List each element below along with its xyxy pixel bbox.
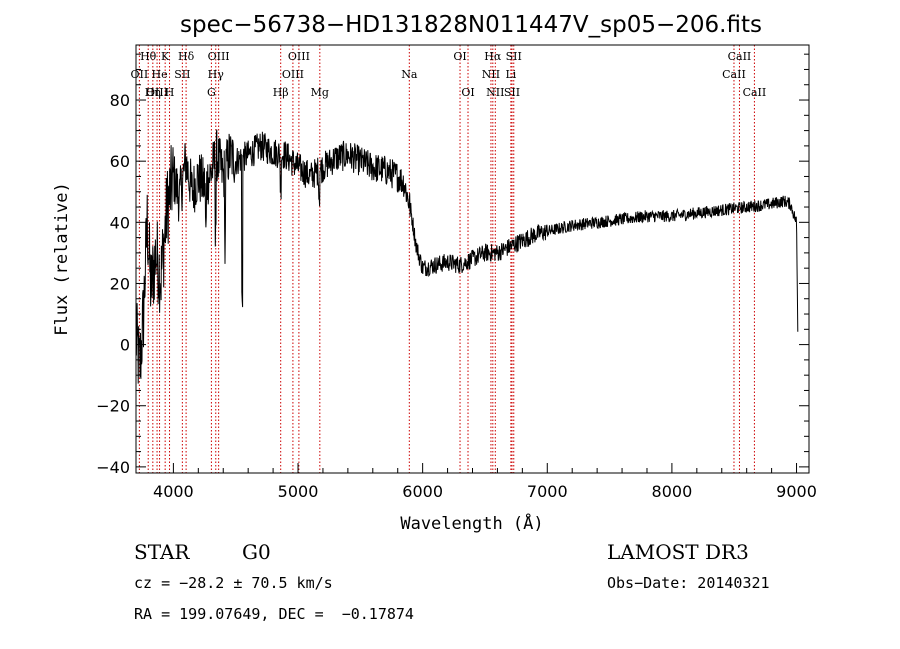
- x-tick-label: 8000: [652, 482, 693, 501]
- line-label: OI: [461, 86, 474, 99]
- line-label: NII: [482, 68, 500, 81]
- y-tick-label: 20: [110, 274, 130, 293]
- line-label: Li: [505, 68, 516, 81]
- y-tick-label: 0: [120, 336, 130, 355]
- y-tick-label: 60: [110, 152, 130, 171]
- obs-date: Obs−Date: 20140321: [607, 574, 770, 592]
- redshift-readout: cz = −28.2 ± 70.5 km/s: [134, 574, 333, 592]
- line-label: OIII: [146, 86, 168, 99]
- y-axis: −40 −20 0 20 40 60 80: [96, 53, 809, 477]
- x-axis: 4000 5000 6000 7000 8000 9000: [153, 463, 817, 501]
- line-label: Hθ: [140, 50, 157, 63]
- line-label: G: [207, 86, 216, 99]
- line-label: OIII: [208, 50, 230, 63]
- line-label: OII: [131, 68, 149, 81]
- x-tick-label: 6000: [402, 482, 443, 501]
- plot-frame: [135, 44, 810, 474]
- line-label: SII: [174, 68, 190, 81]
- line-label: CaII: [728, 50, 752, 63]
- line-label: OIII: [282, 68, 304, 81]
- line-label: Hη: [145, 86, 161, 99]
- line-label: NII: [486, 86, 504, 99]
- spectrum-line: [135, 129, 799, 384]
- line-label: SII: [506, 50, 522, 63]
- emission-line-labels: Hθ K Hδ OIII OIII OI Hα SII CaII OII He SII Hγ OIII Na…: [131, 50, 767, 99]
- y-tick-label: −20: [96, 397, 130, 416]
- x-tick-label: 9000: [776, 482, 817, 501]
- x-tick-label: 7000: [527, 482, 568, 501]
- line-label: K: [161, 50, 170, 63]
- y-axis-label: Flux (relative): [52, 182, 72, 336]
- y-tick-label: 40: [110, 213, 130, 232]
- line-label: OIII: [288, 50, 310, 63]
- line-label: OI: [453, 50, 466, 63]
- coordinates: RA = 199.07649, DEC = −0.17874: [134, 605, 414, 623]
- emission-line-markers: [138, 45, 755, 473]
- object-subclass: G0: [242, 540, 271, 564]
- line-label: CaII: [722, 68, 746, 81]
- line-label: He: [152, 68, 168, 81]
- x-tick-label: 4000: [153, 482, 194, 501]
- line-label: Hδ: [178, 50, 195, 63]
- survey-name: LAMOST DR3: [607, 540, 749, 564]
- x-tick-label: 5000: [278, 482, 319, 501]
- chart-title: spec−56738−HD131828N011447V_sp05−206.fit…: [180, 12, 762, 38]
- y-tick-label: −40: [96, 458, 130, 477]
- line-label: Mg: [311, 86, 329, 99]
- object-class: STAR: [134, 540, 190, 564]
- line-label: Hγ: [208, 68, 225, 81]
- line-label: CaII: [743, 86, 767, 99]
- line-label: Hα: [484, 50, 502, 63]
- y-tick-label: 80: [110, 91, 130, 110]
- line-label: SII: [504, 86, 520, 99]
- x-axis-label: Wavelength (Å): [400, 512, 543, 534]
- line-label: H: [165, 86, 175, 99]
- line-label: Na: [401, 68, 418, 81]
- line-label: Hβ: [273, 86, 289, 99]
